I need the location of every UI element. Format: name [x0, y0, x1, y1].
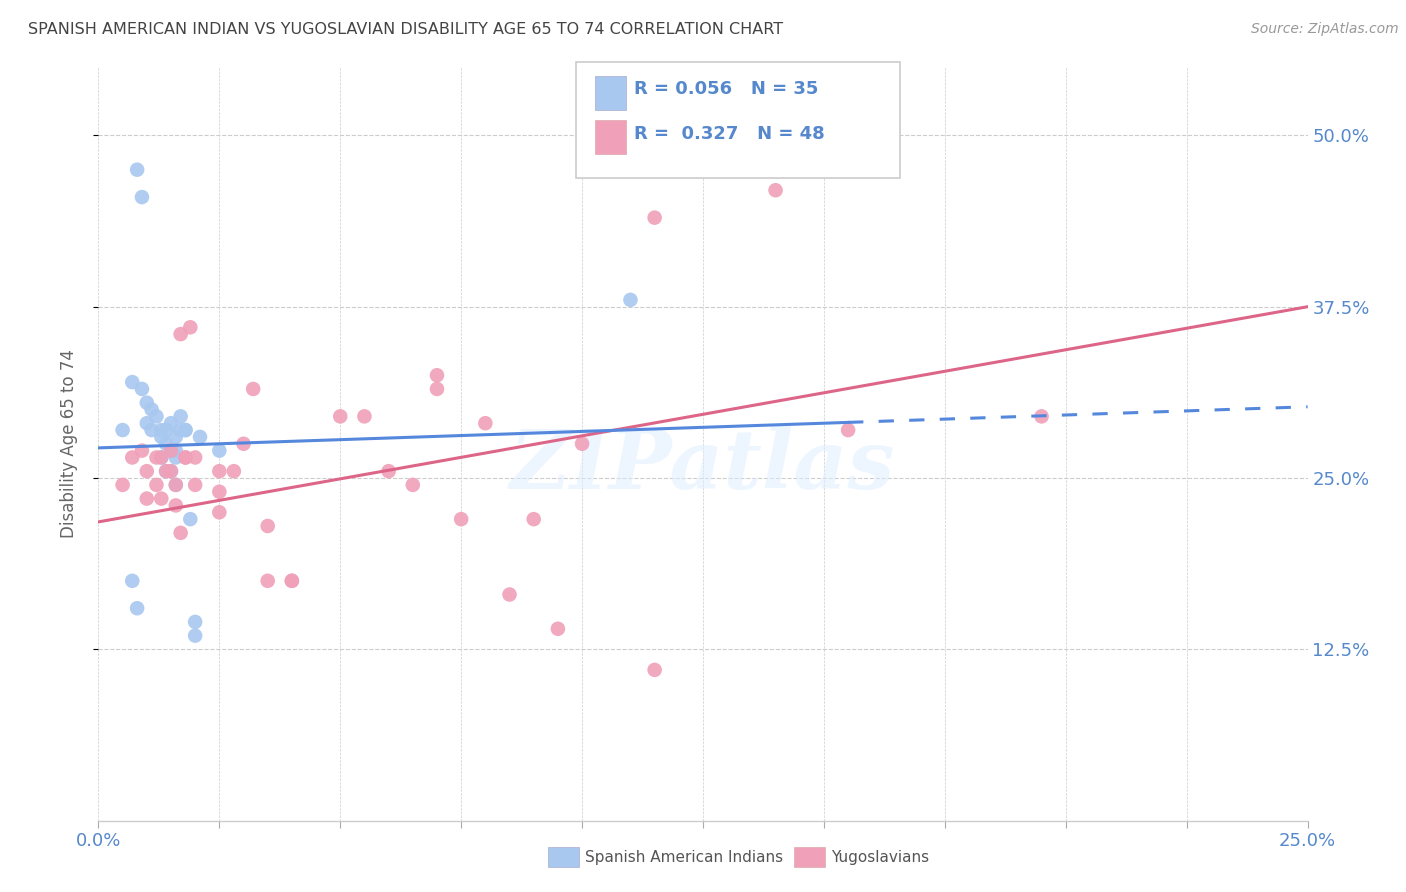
Point [131, 443, 153, 458]
Point [145, 450, 167, 465]
Point [145, 409, 167, 424]
Text: R =  0.327   N = 48: R = 0.327 N = 48 [634, 125, 825, 143]
Point [644, 211, 666, 225]
Point [135, 416, 157, 430]
Point [111, 478, 134, 492]
Point [174, 450, 197, 465]
Point [169, 423, 191, 437]
Text: SPANISH AMERICAN INDIAN VS YUGOSLAVIAN DISABILITY AGE 65 TO 74 CORRELATION CHART: SPANISH AMERICAN INDIAN VS YUGOSLAVIAN D… [28, 22, 783, 37]
Point [169, 525, 191, 540]
Point [281, 574, 304, 588]
Point [165, 478, 187, 492]
Point [145, 478, 167, 492]
Text: Source: ZipAtlas.com: Source: ZipAtlas.com [1251, 22, 1399, 37]
Point [121, 574, 143, 588]
Point [165, 443, 187, 458]
Point [426, 382, 449, 396]
Point [474, 416, 496, 430]
Point [571, 436, 593, 450]
Point [184, 629, 207, 643]
Point [121, 450, 143, 465]
Point [208, 505, 231, 519]
Point [329, 409, 352, 424]
Point [619, 293, 641, 307]
Point [208, 464, 231, 478]
Point [184, 615, 207, 629]
Point [131, 382, 153, 396]
Point [547, 622, 569, 636]
Point [160, 416, 183, 430]
Point [141, 423, 163, 437]
Point [353, 409, 375, 424]
Point [184, 478, 207, 492]
Y-axis label: Disability Age 65 to 74: Disability Age 65 to 74 [59, 350, 77, 538]
Point [150, 423, 173, 437]
Point [131, 190, 153, 204]
Point [155, 464, 177, 478]
Text: R = 0.056   N = 35: R = 0.056 N = 35 [634, 80, 818, 98]
Point [184, 450, 207, 465]
Point [150, 430, 173, 444]
Point [644, 663, 666, 677]
Point [165, 499, 187, 513]
Point [127, 601, 149, 615]
Text: Yugoslavians: Yugoslavians [831, 850, 929, 864]
Point [208, 484, 231, 499]
Point [165, 478, 187, 492]
Point [169, 409, 191, 424]
Point [765, 183, 787, 197]
Point [111, 423, 134, 437]
Point [188, 430, 211, 444]
Point [426, 368, 449, 383]
Point [256, 574, 278, 588]
Point [135, 395, 157, 409]
Point [169, 327, 191, 342]
Point [135, 464, 157, 478]
Point [150, 491, 173, 506]
Point [222, 464, 245, 478]
Point [135, 491, 157, 506]
Point [402, 478, 425, 492]
Point [150, 450, 173, 465]
Point [256, 519, 278, 533]
Point [377, 464, 399, 478]
Point [160, 464, 183, 478]
Point [242, 382, 264, 396]
Text: Spanish American Indians: Spanish American Indians [585, 850, 783, 864]
Point [165, 430, 187, 444]
Point [127, 162, 149, 177]
Point [179, 512, 201, 526]
Point [155, 423, 177, 437]
Point [498, 588, 520, 602]
Point [837, 423, 859, 437]
Point [155, 464, 177, 478]
Point [165, 450, 187, 465]
Point [160, 443, 183, 458]
Point [1031, 409, 1053, 424]
Point [179, 320, 201, 334]
Point [160, 443, 183, 458]
Point [281, 574, 304, 588]
Point [141, 402, 163, 417]
Point [121, 375, 143, 389]
Point [174, 450, 197, 465]
Point [150, 450, 173, 465]
Point [450, 512, 472, 526]
Point [208, 443, 231, 458]
Point [232, 436, 254, 450]
Text: ZIPatlas: ZIPatlas [510, 426, 896, 507]
Point [523, 512, 546, 526]
Point [174, 423, 197, 437]
Point [155, 436, 177, 450]
Point [160, 464, 183, 478]
Point [174, 423, 197, 437]
